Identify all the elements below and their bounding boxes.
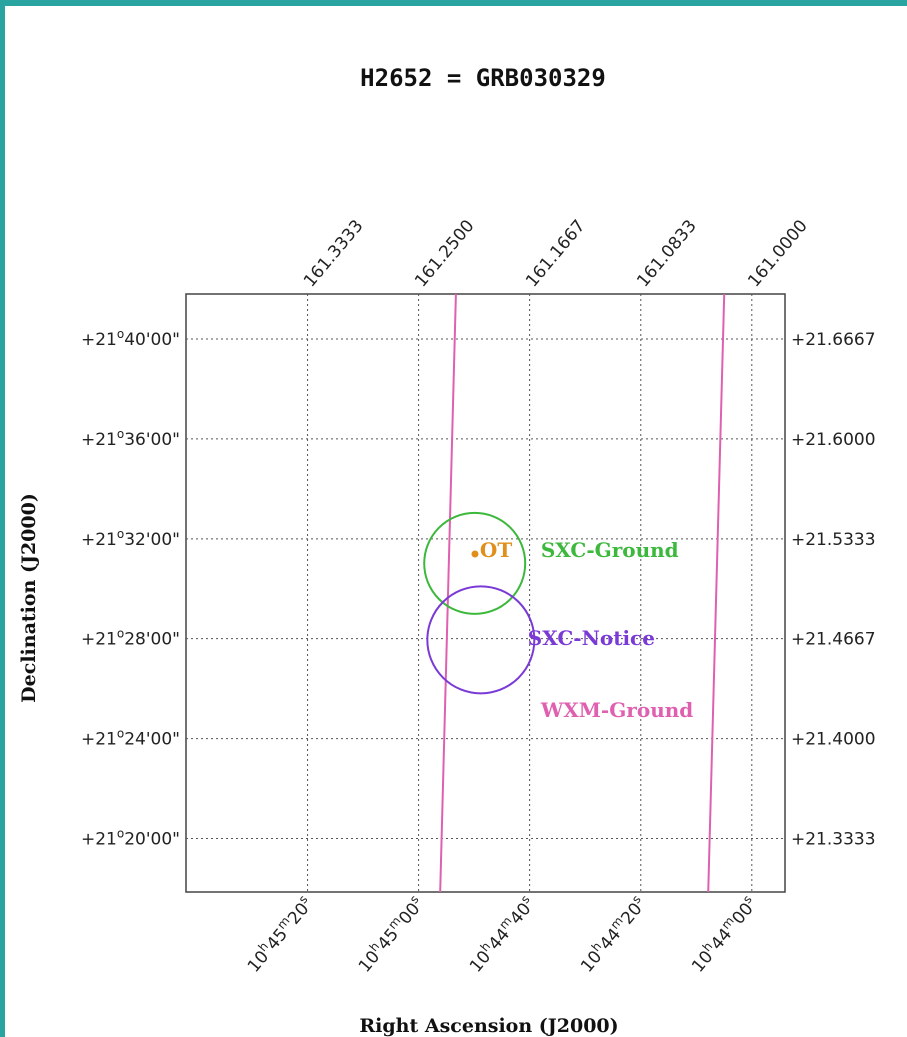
y-left-tick-arcmin: 32'00": [124, 530, 180, 550]
x-top-tick-label: 161.0833: [633, 216, 700, 291]
wxm-ground-line: [439, 293, 457, 893]
y-left-tick-degrees: +21: [81, 730, 117, 750]
y-left-tick-degrees: +21: [81, 530, 117, 550]
x-bottom-tick-label: 10h44m40s: [464, 892, 540, 976]
x-bottom-tick-label: 10h45m00s: [353, 892, 429, 976]
x-top-tick-label: 161.3333: [300, 216, 367, 291]
degree-symbol: o: [117, 727, 124, 741]
x-top-tick-label: 161.1667: [522, 216, 589, 291]
y-left-tick-label: +21o20'00": [81, 827, 180, 850]
ra-hours: 10: [355, 947, 384, 976]
y-left-tick-label: +21o36'00": [81, 427, 180, 450]
chart-title: H2652 = GRB030329: [360, 64, 606, 92]
x-bottom-tick-label: 10h44m20s: [575, 892, 651, 976]
y-right-tick-label: +21.6000: [791, 430, 876, 450]
y-left-tick-degrees: +21: [81, 430, 117, 450]
x-axis-title: Right Ascension (J2000): [359, 1015, 618, 1037]
annotation-label: SXC-Notice: [528, 626, 655, 650]
y-left-tick-arcmin: 20'00": [124, 830, 180, 850]
y-right-tick-label: +21.4667: [791, 630, 876, 650]
y-axis-title: Declination (J2000): [18, 493, 40, 703]
ra-hours: 10: [244, 947, 273, 976]
y-left-tick-label: +21o32'00": [81, 527, 180, 550]
annotation-label: WXM-Ground: [540, 698, 693, 722]
sky-map-chart: H2652 = GRB030329 161.3333 161.2500 161.16…: [18, 64, 876, 1037]
y-right-tick-label: +21.6667: [791, 330, 876, 350]
ra-hours: 10: [577, 947, 606, 976]
y-left-tick-arcmin: 40'00": [124, 330, 180, 350]
y-left-tick-label: +21o28'00": [81, 627, 180, 650]
plot-frame: H2652 = GRB030329 161.3333 161.2500 161.16…: [5, 6, 907, 1037]
annotation-label: OT: [480, 538, 512, 562]
degree-symbol: o: [117, 427, 124, 441]
x-top-tick-label: 161.2500: [411, 216, 478, 291]
x-bottom-tick-label: 10h44m00s: [686, 892, 762, 976]
ra-hours: 10: [688, 947, 717, 976]
wxm-ground-line: [707, 293, 726, 893]
y-right-tick-label: +21.5333: [791, 530, 876, 550]
annotation-label: SXC-Ground: [541, 538, 679, 562]
y-left-tick-arcmin: 36'00": [124, 430, 180, 450]
plot-border: [185, 293, 786, 893]
y-left-tick-arcmin: 24'00": [124, 730, 180, 750]
ra-hours: 10: [466, 947, 495, 976]
error-circle-sxc-ground: [423, 511, 527, 615]
x-top-tick-label: 161.0000: [744, 216, 811, 291]
y-left-tick-degrees: +21: [81, 830, 117, 850]
y-left-tick-degrees: +21: [81, 630, 117, 650]
degree-symbol: o: [117, 827, 124, 841]
y-left-tick-degrees: +21: [81, 330, 117, 350]
x-bottom-tick-label: 10h45m20s: [242, 892, 318, 976]
degree-symbol: o: [117, 627, 124, 641]
y-left-tick-arcmin: 28'00": [124, 630, 180, 650]
degree-symbol: o: [117, 327, 124, 341]
y-right-tick-label: +21.4000: [791, 730, 876, 750]
y-left-tick-label: +21o24'00": [81, 727, 180, 750]
y-left-tick-label: +21o40'00": [81, 327, 180, 350]
degree-symbol: o: [117, 527, 124, 541]
y-right-tick-label: +21.3333: [791, 830, 876, 850]
ot-marker: [471, 550, 479, 558]
error-circle-sxc-notice: [426, 585, 536, 695]
